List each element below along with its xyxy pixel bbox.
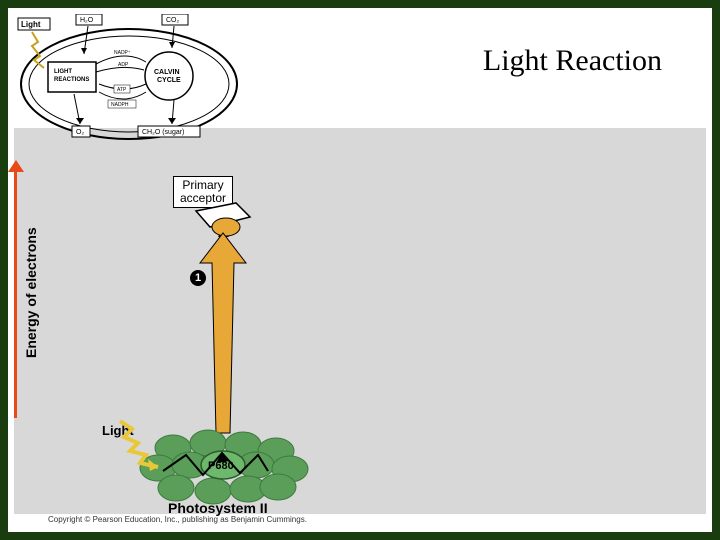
ov-lr-2: REACTIONS — [54, 77, 89, 83]
photosystem-diagram: P680 — [118, 153, 338, 523]
ov-o2: O₂ — [76, 129, 84, 136]
ov-h2o: H₂O — [80, 17, 94, 24]
ov-sugar: CH₂O (sugar) — [142, 129, 184, 136]
overview-diagram: Light H₂O CO₂ LIGHT REACTIONS CALVIN CYC… — [14, 14, 244, 144]
ov-lr-1: LIGHT — [54, 69, 72, 75]
energy-axis — [4, 168, 22, 418]
page-title: Light Reaction — [483, 44, 662, 78]
ov-nadp: NADP⁺ — [114, 50, 131, 56]
photosystem-label: Photosystem II — [168, 500, 268, 516]
ov-co2: CO₂ — [166, 17, 180, 24]
ov-light: Light — [21, 20, 41, 29]
ov-calvin-1: CALVIN — [154, 69, 180, 76]
energy-axis-label: Energy of electrons — [23, 227, 39, 358]
ov-calvin-2: CYCLE — [157, 77, 181, 84]
copyright-text: Copyright © Pearson Education, Inc., pub… — [48, 515, 307, 524]
ov-nadph: NADPH — [111, 102, 129, 108]
ov-adp: ADP — [118, 62, 129, 68]
ov-atp: ATP — [117, 87, 127, 93]
